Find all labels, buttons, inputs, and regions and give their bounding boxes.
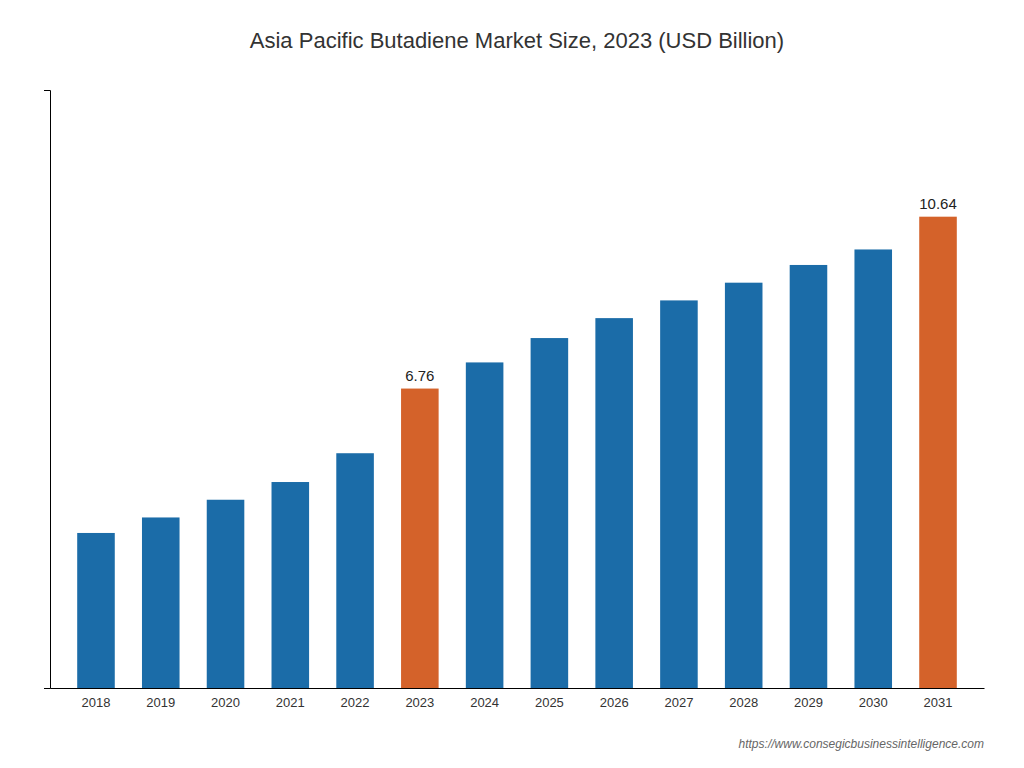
bar <box>272 482 310 688</box>
bar <box>142 517 180 688</box>
y-axis <box>44 91 51 689</box>
x-tick: 2021 <box>276 695 305 710</box>
title: Asia Pacific Butadiene Market Size, 2023… <box>250 28 784 53</box>
bar <box>919 217 957 688</box>
x-tick-label: 2021 <box>276 695 305 710</box>
bar <box>854 249 892 688</box>
bar <box>77 533 115 688</box>
data-label: 10.64 <box>919 195 957 212</box>
x-tick: 2026 <box>600 695 629 710</box>
x-tick: 2020 <box>211 695 240 710</box>
data-label: 6.76 <box>405 367 434 384</box>
data-labels: 6.76 10.64 <box>405 195 957 384</box>
x-tick-label: 2019 <box>146 695 175 710</box>
y-axis-line <box>44 91 51 689</box>
bar <box>336 453 374 688</box>
x-axis-line <box>51 688 985 689</box>
chart: 2018 2019 2020 2021 2022 2023 2024 2025 2026 2027… <box>0 0 1024 768</box>
bar <box>790 265 828 688</box>
x-tick-label: 2024 <box>470 695 499 710</box>
bar <box>401 389 439 688</box>
x-tick-label: 2025 <box>535 695 564 710</box>
x-tick: 2024 <box>470 695 499 710</box>
x-tick: 2018 <box>82 695 111 710</box>
x-tick: 2023 <box>405 695 434 710</box>
bar <box>595 318 633 688</box>
x-axis: 2018 2019 2020 2021 2022 2023 2024 2025 2026 2027… <box>51 689 985 711</box>
bar <box>725 283 763 688</box>
x-tick-label: 2020 <box>211 695 240 710</box>
x-tick-label: 2027 <box>664 695 693 710</box>
x-tick: 2030 <box>859 695 888 710</box>
bar <box>466 362 504 688</box>
x-tick: 2029 <box>794 695 823 710</box>
x-tick: 2027 <box>664 695 693 710</box>
x-tick-label: 2030 <box>859 695 888 710</box>
x-tick: 2025 <box>535 695 564 710</box>
x-tick-label: 2026 <box>600 695 629 710</box>
x-tick-label: 2018 <box>82 695 111 710</box>
x-tick-label: 2029 <box>794 695 823 710</box>
x-tick-label: 2023 <box>405 695 434 710</box>
annotation: https://www.consegicbusinessintelligence… <box>739 737 984 751</box>
plot: 2018 2019 2020 2021 2022 2023 2024 2025 2026 2027… <box>44 91 985 711</box>
x-tick: 2028 <box>729 695 758 710</box>
x-tick-label: 2022 <box>341 695 370 710</box>
x-tick: 2031 <box>924 695 953 710</box>
bar <box>207 500 245 688</box>
bar <box>660 300 698 688</box>
x-tick-label: 2028 <box>729 695 758 710</box>
bars <box>77 217 957 688</box>
x-tick-label: 2031 <box>924 695 953 710</box>
bar <box>531 338 569 688</box>
x-tick: 2019 <box>146 695 175 710</box>
x-tick: 2022 <box>341 695 370 710</box>
